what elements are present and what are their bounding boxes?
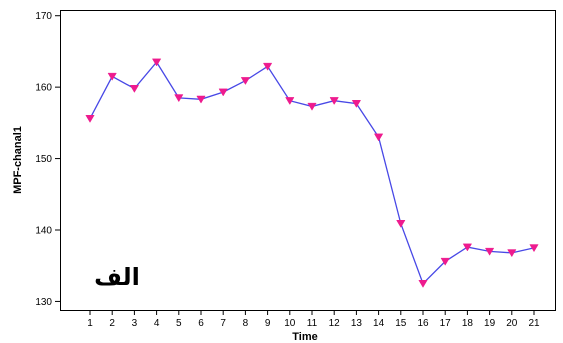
data-point-marker: [285, 97, 295, 106]
data-point-marker: [262, 62, 273, 71]
x-tick-label: 15: [395, 318, 407, 329]
x-tick-label: 10: [284, 318, 296, 329]
data-point-marker: [462, 243, 473, 252]
x-tick-label: 11: [307, 318, 318, 329]
y-axis-ticks: 130 140 150 160 170: [35, 11, 60, 308]
data-point-marker: [129, 85, 140, 93]
x-tick-label: 13: [351, 318, 363, 329]
data-point-marker: [484, 247, 495, 256]
y-axis-title: MPF-chanal1: [12, 126, 24, 194]
data-point-marker: [507, 249, 517, 258]
data-point-marker: [529, 244, 539, 253]
data-point-marker: [85, 115, 95, 123]
y-tick-label: 150: [35, 154, 52, 165]
plot-frame: [60, 10, 556, 311]
x-tick-label: 12: [329, 318, 341, 329]
y-tick-label: 140: [35, 226, 52, 237]
data-point-marker: [329, 97, 339, 106]
data-point-marker: [440, 257, 450, 266]
x-tick-label: 18: [462, 318, 474, 329]
data-point-marker: [418, 280, 428, 288]
data-point-marker: [396, 220, 406, 228]
x-tick-label: 2: [109, 318, 115, 329]
y-tick-label: 160: [35, 83, 52, 94]
annotation-label: الف: [94, 263, 140, 291]
x-tick-label: 16: [417, 318, 429, 329]
x-tick-label: 5: [176, 318, 182, 329]
x-tick-label: 19: [484, 318, 496, 329]
x-tick-label: 7: [220, 318, 226, 329]
x-tick-label: 4: [154, 318, 160, 329]
data-point-marker: [373, 133, 384, 142]
data-point-marker: [151, 58, 162, 67]
x-axis-title: Time: [292, 331, 317, 343]
y-tick-label: 130: [35, 297, 52, 308]
x-tick-label: 1: [87, 318, 93, 329]
x-axis-ticks: 1 2 3 4 5 6 7 8 9 10 11 12 13 14 15 16 17 18 19 20 21: [87, 310, 540, 329]
data-point-marker: [196, 95, 206, 104]
data-point-marker: [174, 94, 184, 103]
x-tick-label: 20: [506, 318, 518, 329]
x-tick-label: 17: [440, 318, 452, 329]
data-point-marker: [107, 72, 117, 81]
x-tick-label: 3: [132, 318, 138, 329]
x-tick-label: 6: [198, 318, 204, 329]
y-tick-label: 170: [35, 11, 52, 22]
x-tick-label: 8: [243, 318, 249, 329]
data-point-marker: [218, 88, 228, 97]
data-point-marker: [307, 102, 317, 111]
x-tick-label: 14: [373, 318, 385, 329]
x-tick-label: 21: [528, 318, 540, 329]
x-tick-label: 9: [265, 318, 271, 329]
data-point-marker: [240, 77, 251, 86]
series-markers: [85, 58, 539, 288]
data-point-marker: [351, 100, 362, 108]
